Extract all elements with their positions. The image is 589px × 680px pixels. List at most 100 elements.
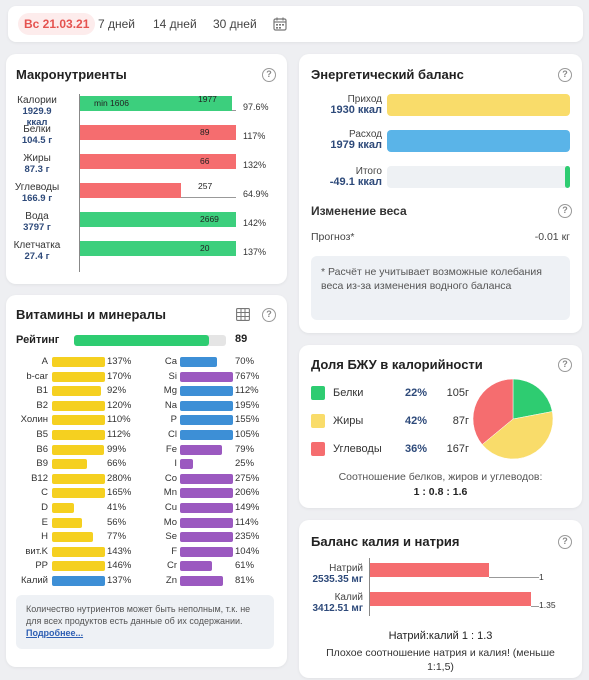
legend-percent: 22% — [405, 387, 428, 399]
nutrient-percent: 165% — [107, 487, 132, 499]
nutrient-percent: 92% — [107, 385, 127, 397]
help-icon[interactable]: ? — [558, 535, 572, 549]
nutrient-label: H — [41, 531, 48, 543]
help-icon[interactable]: ? — [262, 68, 276, 82]
vitamins-card: Витамины и минералы ? Рейтинг 89 A 137% b-… — [6, 295, 287, 667]
macro-label: Вода 3797 г — [12, 211, 62, 233]
macro-bar — [80, 125, 236, 140]
potassium-label: Калий 3412.51 мг — [303, 592, 364, 614]
calendar-icon[interactable] — [273, 17, 287, 31]
nutrient-bar — [52, 488, 105, 499]
nutrient-bar — [180, 386, 233, 397]
macro-name: Клетчатка — [13, 240, 61, 251]
nutrient-percent: 105% — [235, 429, 260, 440]
nutrient-label: B9 — [36, 458, 48, 470]
potassium-guide — [531, 606, 539, 607]
nutrient-bar — [180, 415, 233, 426]
nutrient-bar — [52, 517, 82, 528]
total-label: Итого -49.1 ккал — [322, 166, 382, 188]
macronutrients-card: Макронутриенты ? Калории 1929.9 ккал min 16… — [6, 54, 287, 284]
total-value: -49.1 ккал — [329, 176, 382, 188]
nutrient-percent: 79% — [235, 443, 255, 455]
tab-14-days[interactable]: 14 дней — [153, 17, 197, 31]
nutrient-bar — [52, 459, 87, 470]
nutrient-bar — [180, 503, 233, 513]
legend-percent: 42% — [405, 415, 428, 427]
nutrient-label: Ca — [164, 356, 177, 367]
macro-name: Углеводы — [14, 182, 60, 193]
nutrient-label: I — [174, 458, 177, 470]
nutrient-bar — [180, 546, 233, 557]
nutrient-bar — [180, 430, 233, 440]
legend-name: Углеводы — [333, 443, 382, 455]
nutrient-label: PP — [35, 560, 48, 572]
tab-7-days[interactable]: 7 дней — [98, 17, 136, 31]
nutrient-label: B12 — [31, 472, 48, 484]
nutrient-label: Cl — [168, 429, 177, 440]
completeness-note: Количество нутриентов может быть неполны… — [16, 595, 274, 649]
expense-value: 1979 ккал — [330, 139, 382, 151]
energy-footnote: * Расчёт не учитывает возможные колебани… — [311, 256, 570, 320]
nutrient-percent: 143% — [107, 545, 132, 557]
macro-guide — [232, 110, 236, 111]
table-icon[interactable] — [236, 308, 250, 321]
nutrient-bar — [52, 430, 105, 440]
nutrient-label: Холин — [20, 414, 48, 426]
macro-bar — [80, 183, 182, 198]
nutrient-label: Na — [164, 399, 177, 411]
nutrient-percent: 114% — [235, 516, 259, 528]
nutrient-percent: 146% — [107, 560, 132, 572]
tab-today[interactable]: Вс 21.03.21 — [18, 13, 96, 35]
macro-target: 257 — [198, 181, 213, 191]
macro-percent: 97.6% — [243, 102, 269, 112]
nutrient-percent: 25% — [235, 458, 255, 470]
nutrient-percent: 149% — [235, 502, 260, 513]
macro-amount: 27.4 г — [24, 251, 50, 262]
legend-grams: 167г — [446, 443, 469, 455]
more-link[interactable]: Подробнее... — [26, 628, 84, 638]
help-icon[interactable]: ? — [558, 68, 572, 82]
note-text: Количество нутриентов может быть неполны… — [26, 604, 251, 626]
rating-value: 89 — [235, 333, 248, 345]
macro-percent: 117% — [243, 131, 266, 141]
help-icon[interactable]: ? — [558, 204, 572, 218]
kna-warning: Плохое соотношение натрия и калия! (мень… — [326, 647, 555, 673]
nutrient-bar — [52, 561, 105, 572]
nutrient-label: вит.K — [25, 545, 48, 557]
nutrient-percent: 767% — [235, 370, 260, 382]
nutrient-label: P — [170, 414, 177, 426]
macro-label: Клетчатка 27.4 г — [12, 240, 62, 262]
macro-amount: 166.9 г — [21, 193, 53, 204]
nutrient-percent: 112% — [107, 429, 131, 440]
help-icon[interactable]: ? — [262, 308, 276, 322]
kna-axis — [369, 558, 370, 616]
macro-percent: 137% — [243, 247, 267, 257]
total-bar — [565, 166, 570, 188]
nutrient-label: Zn — [165, 575, 177, 586]
total-track — [387, 166, 570, 188]
nutrient-percent: 195% — [235, 399, 260, 411]
ratio-caption: Соотношение белков, жиров и углеводов: — [338, 471, 543, 483]
nutrient-percent: 104% — [235, 545, 260, 557]
tab-30-days[interactable]: 30 дней — [213, 17, 257, 31]
help-icon[interactable]: ? — [558, 358, 572, 372]
nutrient-bar — [180, 532, 233, 543]
nutrient-percent: 137% — [107, 356, 132, 367]
nutrient-percent: 77% — [107, 531, 127, 543]
macronutrients-title: Макронутриенты — [16, 67, 127, 82]
nutrient-percent: 61% — [235, 560, 255, 572]
potassium-value: 3412.51 мг — [312, 603, 364, 614]
nutrient-percent: 170% — [107, 370, 132, 382]
nutrient-bar — [180, 459, 194, 470]
macro-guide — [181, 197, 236, 198]
nutrient-bar — [180, 517, 233, 528]
nutrient-percent: 81% — [235, 575, 255, 586]
legend-grams: 87г — [452, 415, 469, 427]
legend-name: Жиры — [333, 415, 364, 427]
pie-slice-Жиры — [481, 411, 554, 460]
nutrient-bar — [180, 371, 233, 382]
vitamins-title: Витамины и минералы — [16, 307, 166, 322]
income-bar — [387, 94, 570, 116]
nutrient-label: Si — [168, 370, 177, 382]
bju-card: Доля БЖУ в калорийности ? Белки 22% 105г Жи… — [299, 345, 582, 508]
